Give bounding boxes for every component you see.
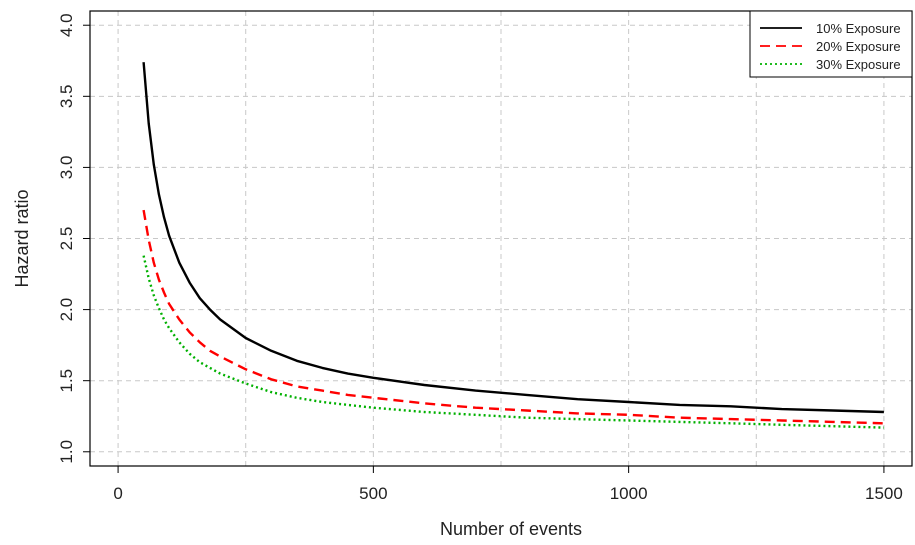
grid-lines [90, 11, 912, 466]
series-line-1 [142, 62, 884, 414]
x-tick-label: 1000 [610, 484, 648, 503]
y-tick-label: 4.0 [57, 13, 76, 37]
y-axis-label: Hazard ratio [12, 189, 32, 287]
y-tick-label: 1.0 [57, 440, 76, 464]
x-tick-label: 1500 [865, 484, 903, 503]
series-line-2 [142, 209, 884, 425]
x-tick-label: 0 [113, 484, 122, 503]
series-lines [142, 62, 884, 429]
legend-label: 20% Exposure [816, 39, 901, 54]
x-axis-ticks: 0 500 1000 1500 [113, 466, 903, 503]
legend-label: 10% Exposure [816, 21, 901, 36]
x-axis-label: Number of events [440, 519, 582, 539]
x-tick-label: 500 [359, 484, 387, 503]
y-tick-label: 3.0 [57, 156, 76, 180]
legend-box [749, 10, 913, 78]
series-line-3 [142, 255, 884, 429]
legend-label: 30% Exposure [816, 57, 901, 72]
y-tick-label: 2.0 [57, 298, 76, 322]
y-axis-ticks: 1.0 1.5 2.0 2.5 3.0 3.5 4.0 [57, 13, 90, 464]
legend: 10% Exposure 20% Exposure 30% Exposure [749, 10, 913, 78]
y-tick-label: 3.5 [57, 84, 76, 108]
y-tick-label: 1.5 [57, 369, 76, 393]
y-tick-label: 2.5 [57, 227, 76, 251]
